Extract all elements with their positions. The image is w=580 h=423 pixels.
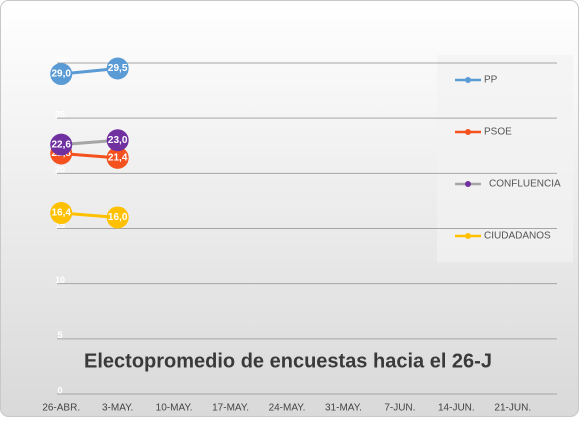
data-point <box>50 133 73 156</box>
x-tick-label: 21-JUN. <box>494 403 531 414</box>
legend-label: CONFLUENCIA <box>489 179 561 190</box>
x-tick-label: 26-ABR. <box>42 403 80 414</box>
x-tick-label: 24-MAY. <box>269 403 306 414</box>
legend-marker <box>465 233 471 239</box>
y-tick-label: 0 <box>57 385 62 395</box>
data-label: 29,0 <box>51 69 71 80</box>
data-point <box>50 63 73 86</box>
x-tick-label: 17-MAY. <box>212 403 249 414</box>
x-tick-label: 31-MAY. <box>325 403 362 414</box>
x-tick-label: 10-MAY. <box>156 403 193 414</box>
legend-marker <box>465 77 471 83</box>
data-label: 22,6 <box>51 139 71 150</box>
x-tick-label: 14-JUN. <box>438 403 475 414</box>
x-tick-label: 3-MAY. <box>102 403 133 414</box>
y-tick-label: 5 <box>57 330 62 340</box>
y-tick-label: 15 <box>55 220 65 230</box>
x-tick-label: 7-JUN. <box>384 403 415 414</box>
data-point <box>106 57 129 80</box>
legend-marker <box>465 181 471 187</box>
legend-label: CIUDADANOS <box>484 231 551 242</box>
chart-title: Electopromedio de encuestas hacia el 26-… <box>84 350 492 372</box>
data-point <box>106 146 129 169</box>
data-label: 21,4 <box>108 153 128 164</box>
data-label: 23,0 <box>108 135 128 146</box>
data-point <box>106 129 129 152</box>
legend-label: PSOE <box>484 127 512 138</box>
y-tick-label: 20 <box>55 165 65 175</box>
y-tick-label: 10 <box>55 275 65 285</box>
legend-label: PP <box>484 75 498 86</box>
data-label: 29,5 <box>108 63 128 74</box>
y-tick-label: 30 <box>55 54 65 64</box>
legend-box <box>437 55 573 262</box>
data-point <box>106 206 129 229</box>
legend-marker <box>465 129 471 135</box>
data-label: 16,4 <box>51 208 71 219</box>
y-tick-label: 25 <box>55 110 65 120</box>
data-point <box>50 202 73 225</box>
data-label: 16,0 <box>108 212 128 223</box>
